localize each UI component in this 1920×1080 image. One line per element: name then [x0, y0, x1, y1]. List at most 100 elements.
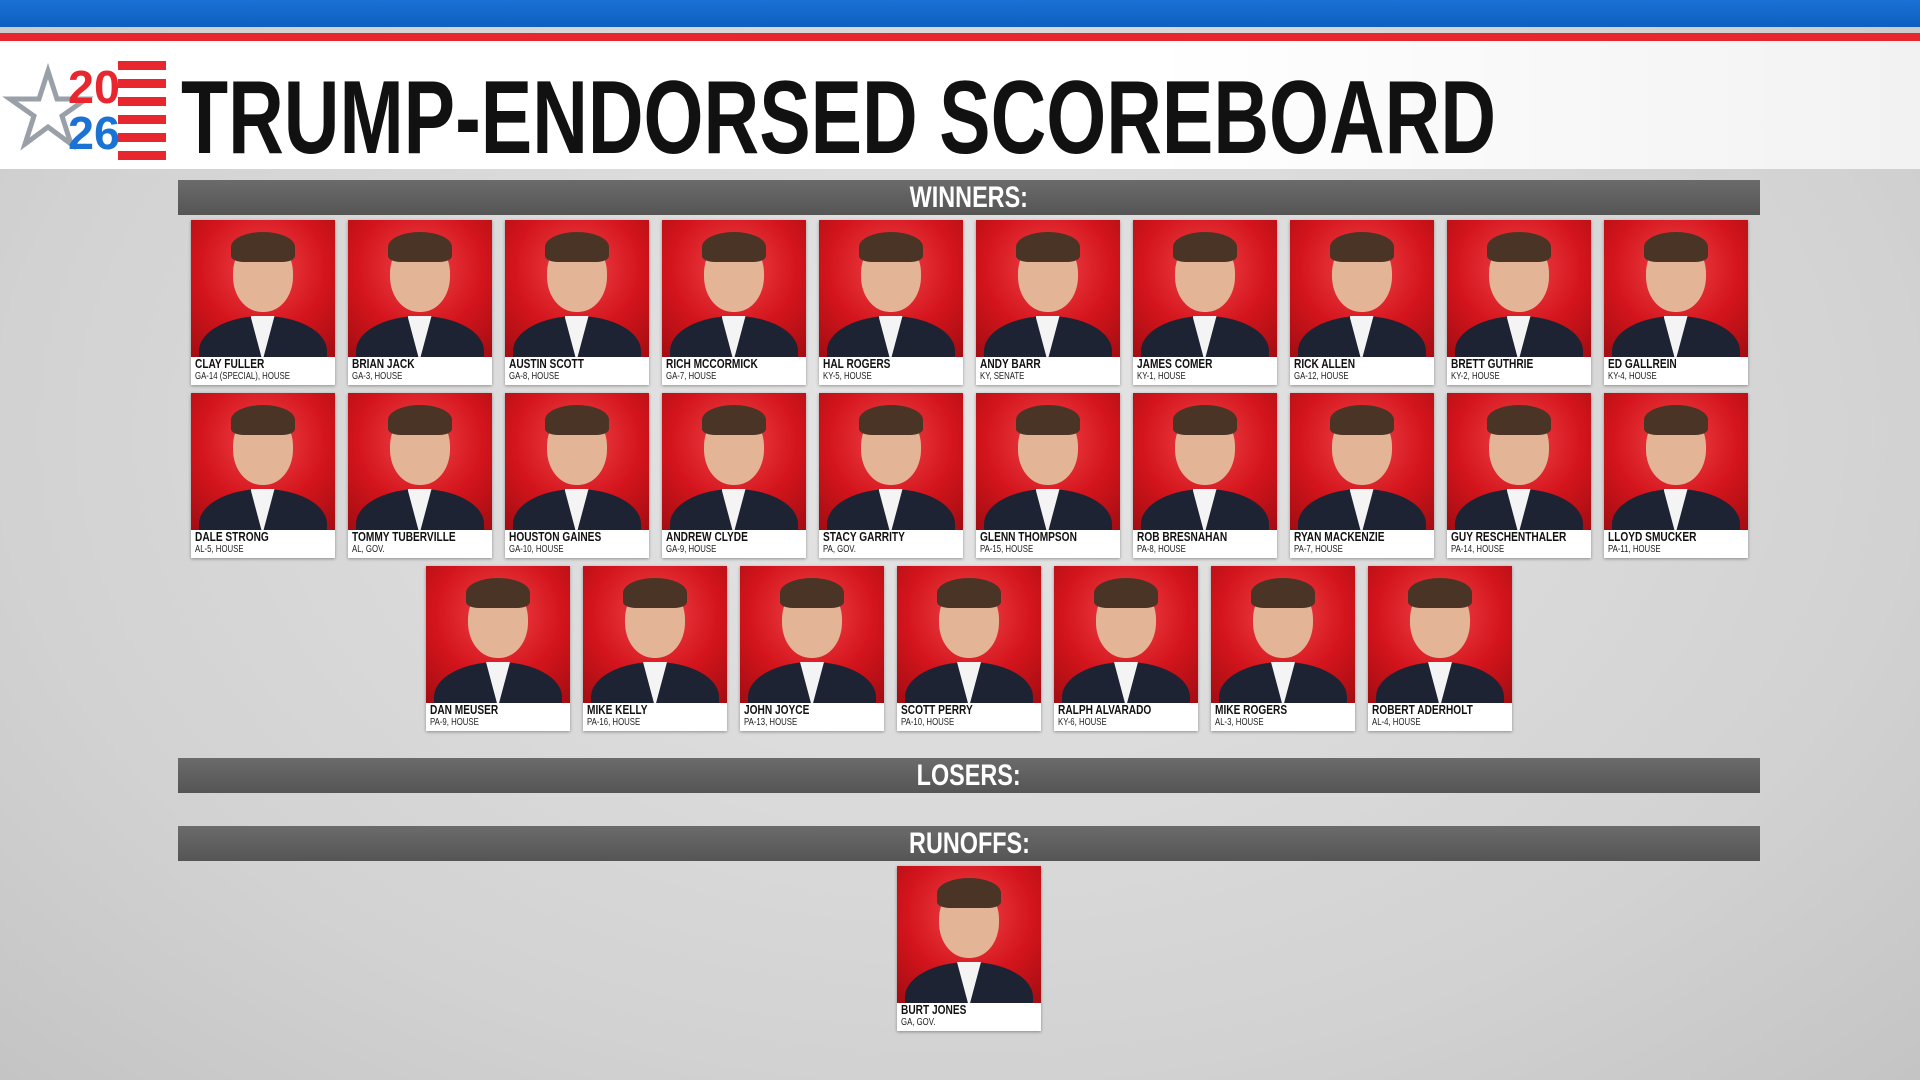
logo-bottom: 26 [68, 107, 120, 159]
candidate-card: RALPH ALVARADO KY-6, HOUSE [1054, 566, 1198, 731]
red-stripe [0, 33, 1920, 41]
photo-hair [1486, 405, 1551, 435]
candidate-card: MIKE ROGERS AL-3, HOUSE [1211, 566, 1355, 731]
candidate-race: PA-14, HOUSE [1450, 544, 1504, 555]
photo-hair [937, 878, 1001, 908]
candidate-name: LLOYD SMUCKER [1607, 529, 1696, 544]
section-label: WINNERS: [909, 181, 1029, 214]
photo-hair [544, 232, 609, 262]
candidate-card: TOMMY TUBERVILLE AL, GOV. [347, 393, 492, 558]
candidate-card: RYAN MACKENZIE PA-7, HOUSE [1289, 393, 1434, 558]
photo-hair [623, 578, 687, 608]
candidate-name: RALPH ALVARADO [1058, 702, 1152, 717]
candidate-photo [897, 566, 1041, 703]
candidate-card: ED GALLREIN KY-4, HOUSE [1603, 220, 1748, 385]
candidate-race: KY-1, HOUSE [1136, 371, 1186, 382]
candidate-label: LLOYD SMUCKER PA-11, HOUSE [1607, 529, 1748, 556]
logo-stripes [118, 61, 166, 160]
candidate-card: RICH MCCORMICK GA-7, HOUSE [661, 220, 806, 385]
candidate-label: ANDREW CLYDE GA-9, HOUSE [665, 529, 806, 556]
candidate-label: GUY RESCHENTHALER PA-14, HOUSE [1450, 530, 1591, 556]
candidate-photo [1132, 393, 1277, 530]
candidate-card: BURT JONES GA, GOV. [897, 866, 1041, 1031]
candidate-label: RICH MCCORMICK GA-7, HOUSE [665, 356, 806, 383]
candidate-photo [190, 393, 335, 530]
candidate-name: ROB BRESNAHAN [1136, 529, 1227, 544]
candidate-race: GA-10, HOUSE [508, 544, 564, 555]
candidate-card: MIKE KELLY PA-16, HOUSE [583, 566, 727, 731]
candidate-label: RYAN MACKENZIE PA-7, HOUSE [1294, 530, 1434, 556]
candidate-name: JAMES COMER [1136, 356, 1213, 371]
candidate-photo [1054, 566, 1198, 703]
candidate-race: GA-7, HOUSE [665, 371, 716, 382]
candidate-photo [975, 220, 1120, 357]
candidate-race: PA-15, HOUSE [979, 544, 1033, 555]
candidate-card: ANDREW CLYDE GA-9, HOUSE [661, 393, 806, 558]
candidate-race: GA-9, HOUSE [665, 544, 716, 555]
candidate-card: HAL ROGERS KY-5, HOUSE [818, 220, 963, 385]
candidate-photo [426, 566, 570, 703]
candidate-name: RICH MCCORMICK [665, 356, 758, 371]
photo-hair [1172, 405, 1237, 435]
candidate-label: MIKE ROGERS AL-3, HOUSE [1215, 702, 1355, 729]
candidate-race: AL, GOV. [351, 544, 385, 555]
candidate-label: ANDY BARR KY, SENATE [979, 357, 1120, 383]
candidate-photo [975, 393, 1120, 530]
candidate-race: GA-14 (SPECIAL), HOUSE [194, 371, 290, 382]
logo-top: 20 [68, 61, 120, 113]
candidate-photo [1132, 220, 1277, 357]
photo-hair [466, 578, 530, 608]
section-header: WINNERS: [178, 180, 1760, 215]
candidate-name: SCOTT PERRY [901, 702, 973, 717]
candidate-name: MIKE ROGERS [1215, 702, 1288, 717]
candidate-name: ANDREW CLYDE [665, 529, 748, 544]
photo-hair [858, 405, 923, 435]
candidate-name: BRETT GUTHRIE [1450, 356, 1533, 371]
candidate-label: BRETT GUTHRIE KY-2, HOUSE [1450, 356, 1591, 383]
candidate-photo [661, 220, 806, 357]
candidate-label: BURT JONES GA, GOV. [901, 1002, 1041, 1029]
candidate-label: MIKE KELLY PA-16, HOUSE [587, 702, 727, 729]
candidate-card: CLAY FULLER GA-14 (SPECIAL), HOUSE [190, 220, 335, 385]
candidate-name: HAL ROGERS [822, 356, 890, 371]
candidate-label: DAN MEUSER PA-9, HOUSE [430, 703, 570, 729]
candidate-card: GUY RESCHENTHALER PA-14, HOUSE [1446, 393, 1591, 558]
candidate-label: SCOTT PERRY PA-10, HOUSE [901, 702, 1041, 729]
candidate-race: GA-8, HOUSE [508, 371, 559, 382]
photo-hair [387, 405, 452, 435]
candidate-photo [897, 866, 1041, 1003]
candidate-label: STACY GARRITY PA, GOV. [823, 530, 963, 556]
candidate-race: PA-11, HOUSE [1607, 544, 1661, 555]
candidate-card: BRETT GUTHRIE KY-2, HOUSE [1446, 220, 1591, 385]
candidate-name: RICK ALLEN [1293, 356, 1355, 371]
candidate-photo [347, 393, 492, 530]
candidate-race: GA, GOV. [901, 1017, 936, 1028]
candidate-name: HOUSTON GAINES [508, 529, 601, 544]
candidate-race: KY, SENATE [979, 371, 1024, 382]
candidate-name: MIKE KELLY [587, 702, 648, 717]
candidate-card: HOUSTON GAINES GA-10, HOUSE [504, 393, 649, 558]
photo-hair [1643, 405, 1708, 435]
candidate-name: BURT JONES [901, 1002, 967, 1017]
candidate-photo [1289, 220, 1434, 357]
candidate-race: PA-10, HOUSE [901, 717, 955, 728]
candidate-photo [818, 393, 963, 530]
candidate-race: KY-6, HOUSE [1058, 717, 1107, 728]
photo-hair [544, 405, 609, 435]
candidate-photo [1289, 393, 1434, 530]
candidate-race: PA-8, HOUSE [1136, 544, 1186, 555]
candidate-card: STACY GARRITY PA, GOV. [818, 393, 963, 558]
candidate-label: ROBERT ADERHOLT AL-4, HOUSE [1372, 703, 1512, 729]
candidate-photo [740, 566, 884, 703]
photo-hair [230, 232, 295, 262]
photo-hair [230, 405, 295, 435]
candidate-photo [1446, 220, 1591, 357]
candidate-card: SCOTT PERRY PA-10, HOUSE [897, 566, 1041, 731]
candidate-race: KY-2, HOUSE [1450, 371, 1500, 382]
photo-hair [937, 578, 1001, 608]
candidate-label: HOUSTON GAINES GA-10, HOUSE [508, 529, 649, 556]
candidate-label: JOHN JOYCE PA-13, HOUSE [744, 703, 884, 729]
candidate-photo [190, 220, 335, 357]
photo-hair [1251, 578, 1315, 608]
